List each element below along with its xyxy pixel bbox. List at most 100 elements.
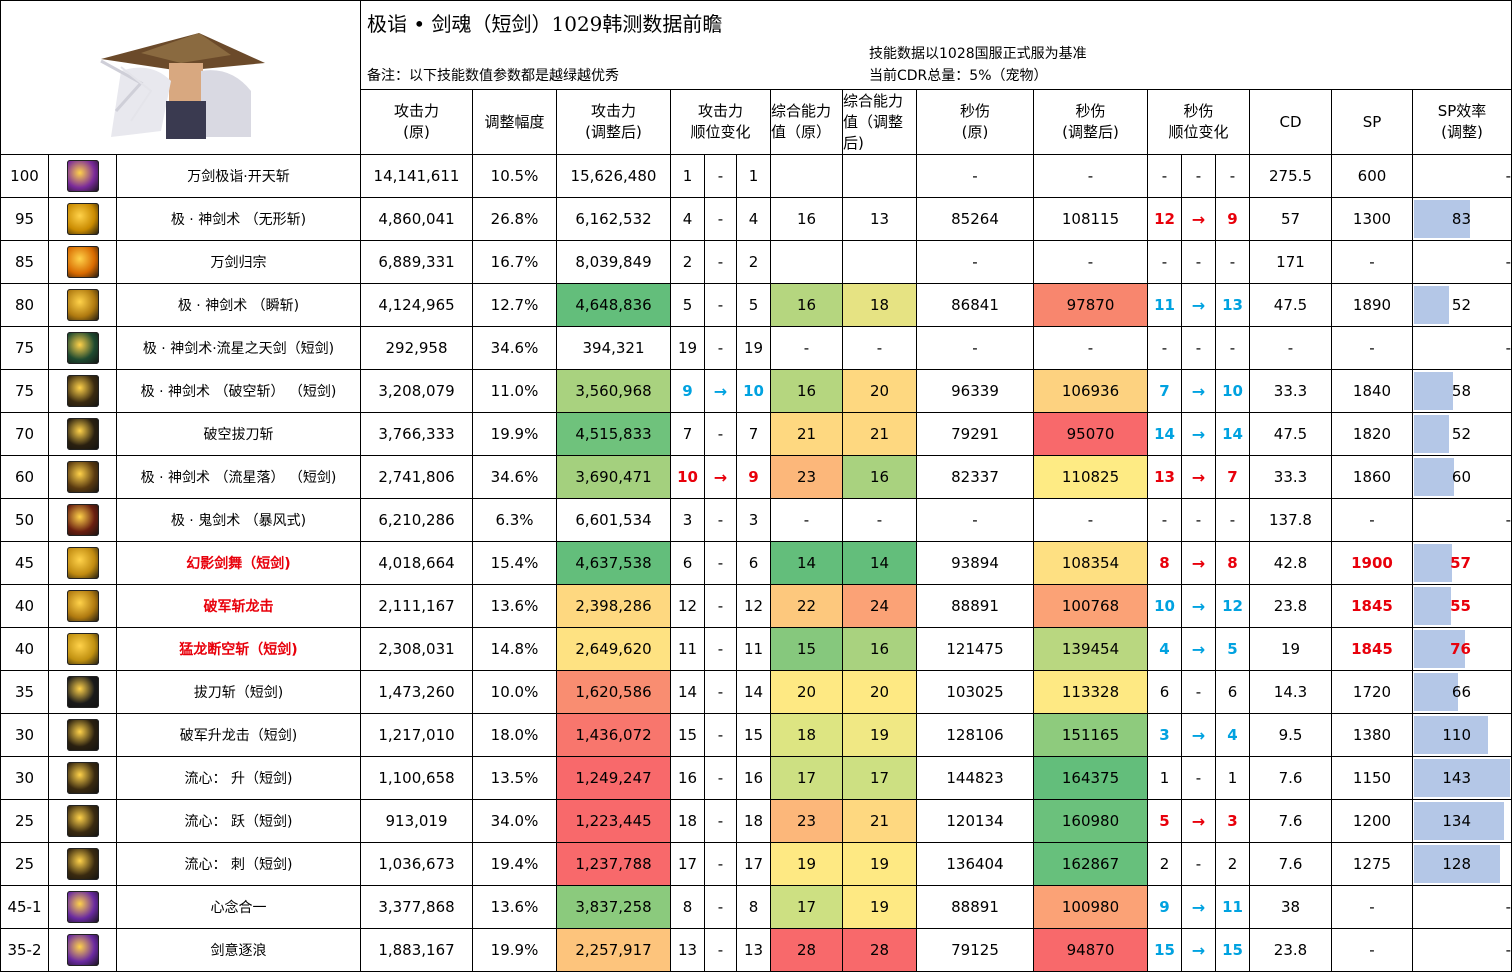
atk-rank-from: 18 [670,799,705,843]
atk-rank-arrow-value: - [717,554,724,572]
atk-rank-arrow: - [704,885,737,929]
dps-rank-from-value: - [1161,253,1168,271]
atk-rank-arrow: - [704,283,737,327]
dps-new-value: 164375 [1061,769,1120,787]
dps-orig-value: 96339 [951,382,999,400]
skill-level-value: 45-1 [7,898,42,916]
skill-name: 心念合一 [116,885,361,929]
atk-rank-to: 6 [736,541,771,585]
skill-level-value: 50 [14,511,35,529]
dps-rank-arrow: → [1181,541,1216,585]
atk-rank-from-value: 3 [682,511,693,529]
atk-new-value: 2,257,917 [575,941,652,959]
dps-rank-to-value: 15 [1222,941,1243,959]
atk-rank-to: 3 [736,498,771,542]
cooldown: 275.5 [1249,154,1332,198]
dps-orig-value: 85264 [951,210,999,228]
dps-rank-from: 11 [1147,283,1182,327]
dps-orig: 121475 [916,627,1034,671]
dps-new-value: 113328 [1061,683,1120,701]
atk-orig-value: 3,208,079 [378,382,455,400]
dps-orig-value: 79125 [951,941,999,959]
atk-new-value: 2,398,286 [575,597,652,615]
sp-efficiency-bar [1414,286,1449,324]
dps-rank-arrow-value: → [1191,467,1206,487]
dps-new-value: 108354 [1061,554,1120,572]
adjust-rate-value: 13.5% [490,769,539,787]
sp-efficiency: 76 [1412,627,1512,671]
dps-rank-to: 6 [1215,670,1250,714]
dps-rank-from: - [1147,240,1182,284]
sp-cost: 1900 [1331,541,1413,585]
atk-rank-arrow-value: - [717,597,724,615]
atk-new-value: 3,837,258 [575,898,652,916]
power-orig: 18 [770,713,843,757]
skill-icon-cell [48,498,117,542]
dps-orig: 82337 [916,455,1034,499]
dps-rank-from: 8 [1147,541,1182,585]
sp-efficiency: 143 [1412,756,1512,800]
sp-cost: 1275 [1331,842,1413,886]
atk-rank-arrow: → [704,455,737,499]
skill-level: 45 [0,541,49,585]
atk-rank-from-value: 5 [682,296,693,314]
atk-rank-to-value: 13 [743,941,764,959]
dps-rank-from-value: 4 [1159,640,1170,658]
sp-cost-value: 1820 [1352,425,1392,443]
glyph-icon [66,332,99,364]
cooldown: 7.6 [1249,756,1332,800]
cooldown: 33.3 [1249,369,1332,413]
dps-rank-from-value: 15 [1154,941,1175,959]
power-new: 20 [842,369,917,413]
atk-rank-to: 9 [736,455,771,499]
sp-cost-value: 1300 [1352,210,1392,228]
power-new-value: 16 [869,640,890,658]
dps-rank-arrow: → [1181,369,1216,413]
dps-rank-to-value: 2 [1227,855,1238,873]
skill-name-value: 极 · 神剑术 （瞬斩) [177,298,300,314]
atk-orig: 1,036,673 [360,842,473,886]
atk-new-value: 3,560,968 [575,382,652,400]
sp-cost: 1860 [1331,455,1413,499]
atk-rank-from: 3 [670,498,705,542]
atk-orig-value: 4,018,664 [378,554,455,572]
arc-icon [66,375,99,407]
dps-new: 106936 [1033,369,1148,413]
atk-new-value: 4,648,836 [575,296,652,314]
cooldown-value: 7.6 [1278,855,1303,873]
power-new-value: - [876,511,883,529]
sp-efficiency-value: 52 [1451,425,1471,443]
dps-rank-from: 14 [1147,412,1182,456]
atk-rank-to-value: 14 [743,683,764,701]
sp-cost-value: - [1369,511,1375,529]
col-header-sp: SP [1331,89,1413,155]
atk-rank-from-value: 1 [682,167,693,185]
table-row: 40 破军斩龙击 2,111,167 13.6% 2,398,286 12 - 12 22 24 8… [0,584,1512,628]
skill-name-value: 破空拔刀斩 [203,427,274,443]
col-header-label: 攻击力 顺位变化 [690,102,751,141]
skill-level-value: 70 [14,425,35,443]
power-new: - [842,498,917,542]
atk-rank-to: 8 [736,885,771,929]
atk-rank-from-value: 19 [677,339,698,357]
cooldown-value: 275.5 [1269,167,1312,185]
dps-new: 94870 [1033,928,1148,972]
atk-rank-from: 15 [670,713,705,757]
atk-orig: 4,860,041 [360,197,473,241]
sp-efficiency: 60 [1412,455,1512,499]
atk-new: 1,223,445 [556,799,671,843]
table-row: 25 流心： 刺（短剑) 1,036,673 19.4% 1,237,788 17 - 17 1… [0,842,1512,886]
atk-rank-from-value: 8 [682,898,693,916]
dps-rank-from: 7 [1147,369,1182,413]
sp-cost-value: 1845 [1351,597,1393,615]
cooldown: 19 [1249,627,1332,671]
skill-level-value: 80 [14,296,35,314]
power-new-value: 20 [869,382,890,400]
power-orig-value: 17 [796,769,817,787]
cooldown: 33.3 [1249,455,1332,499]
dps-rank-to: 1 [1215,756,1250,800]
dps-rank-arrow: → [1181,197,1216,241]
atk-rank-to-value: 12 [743,597,764,615]
cooldown-value: 57 [1280,210,1301,228]
dps-orig-value: 144823 [946,769,1004,787]
